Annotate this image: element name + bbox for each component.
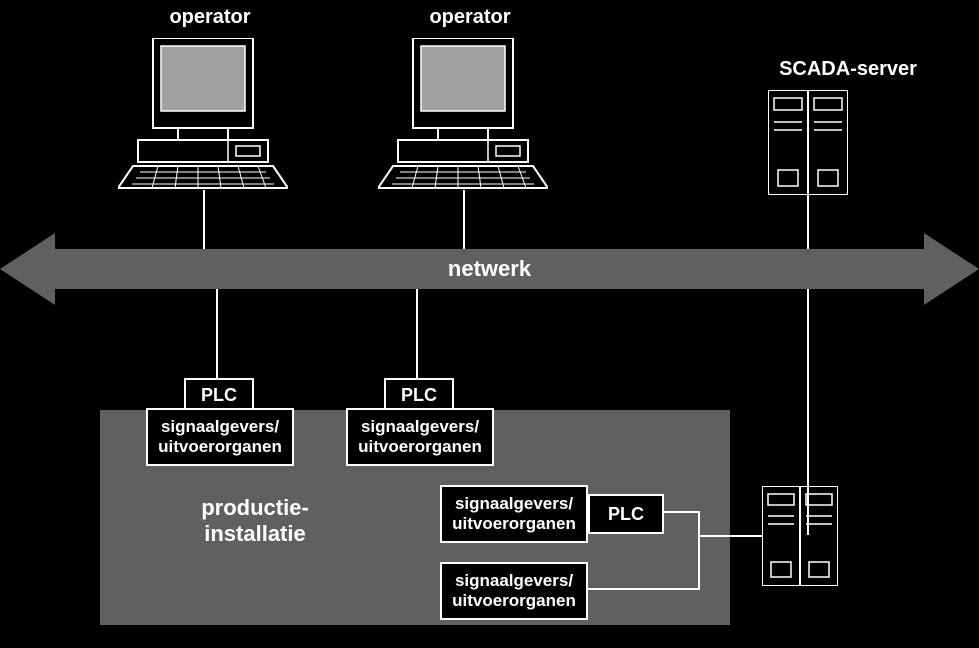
- signal3-box: signaalgevers/uitvoerorganen: [440, 485, 588, 543]
- edge-network-plc1: [216, 289, 218, 379]
- scada-server-label: SCADA-server: [758, 58, 938, 81]
- rtu-server-icon: [762, 486, 838, 586]
- operator1-pc-icon: [118, 38, 288, 193]
- plc1-header: PLC: [184, 378, 254, 412]
- plc2-body-text: signaalgevers/uitvoerorganen: [358, 417, 482, 456]
- plc3-box: PLC: [588, 494, 664, 534]
- edge-sig4-joint: [586, 588, 700, 590]
- scada-server-icon: [768, 90, 848, 195]
- edge-joint-rtu: [698, 535, 762, 537]
- edge-joint-vert: [698, 511, 700, 590]
- signal4-box: signaalgevers/uitvoerorganen: [440, 562, 588, 620]
- operator2-pc-icon: [378, 38, 548, 193]
- edge-network-plc2: [416, 289, 418, 379]
- edge-scada-network: [807, 195, 809, 250]
- plc1-body: signaalgevers/uitvoerorganen: [146, 408, 294, 466]
- network-label: netwerk: [0, 256, 979, 282]
- operator1-label: operator: [150, 6, 270, 29]
- edge-op1-network: [203, 190, 205, 250]
- plc2-header: PLC: [384, 378, 454, 412]
- edge-plc3-joint: [662, 511, 700, 513]
- plc2-body: signaalgevers/uitvoerorganen: [346, 408, 494, 466]
- plc1-body-text: signaalgevers/uitvoerorganen: [158, 417, 282, 456]
- edge-op2-network: [463, 190, 465, 250]
- operator2-label: operator: [410, 6, 530, 29]
- edge-rtu-scadaV: [807, 533, 809, 535]
- production-label: productie-installatie: [170, 495, 340, 548]
- production-label-text: productie-installatie: [201, 495, 309, 546]
- signal3-text: signaalgevers/uitvoerorganen: [452, 494, 576, 533]
- signal4-text: signaalgevers/uitvoerorganen: [452, 571, 576, 610]
